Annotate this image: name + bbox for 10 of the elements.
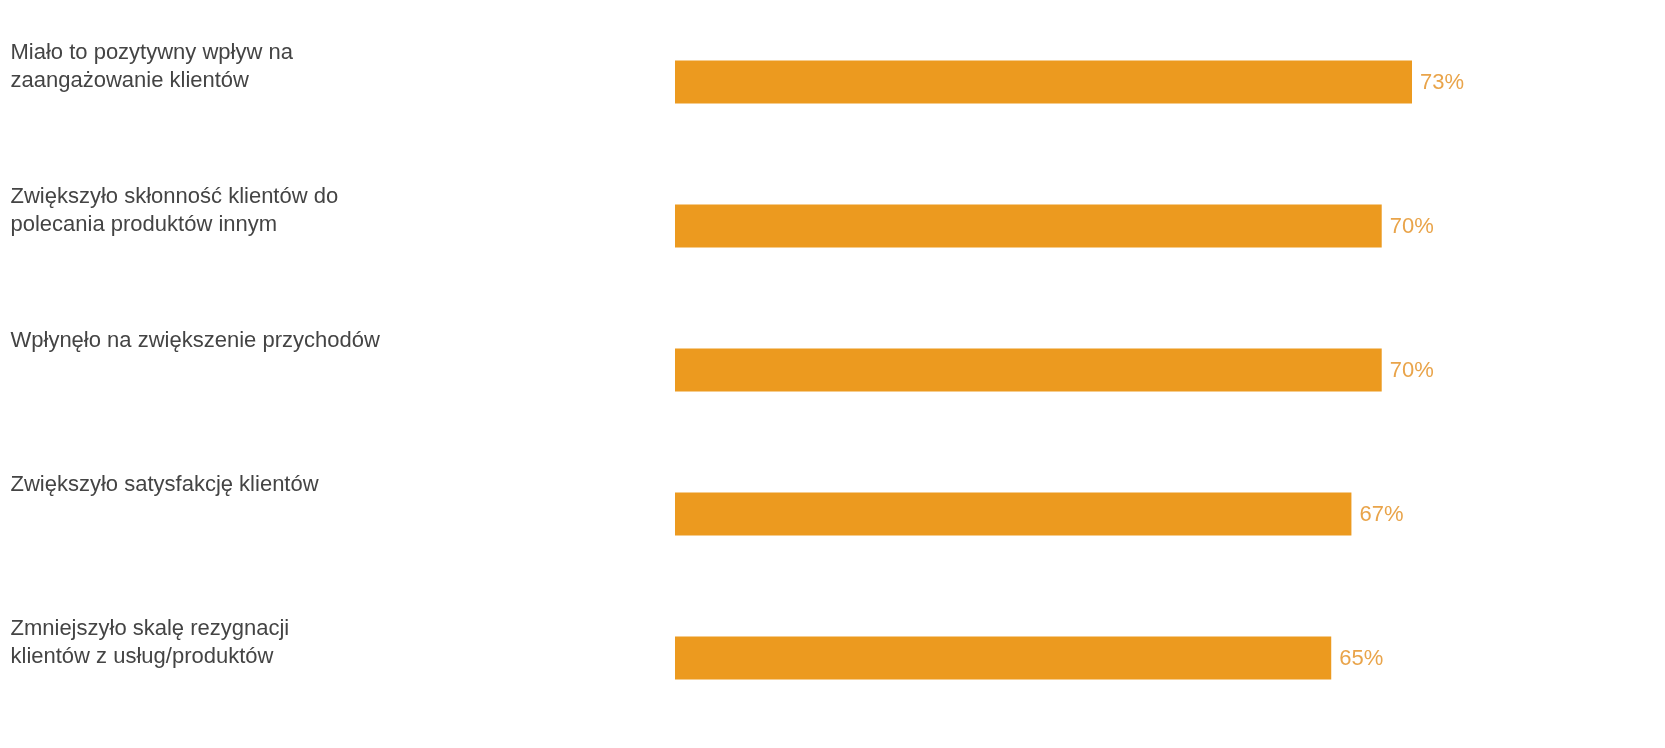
y-tick-label: Zwiększyło skłonność klientów do polecania produktów innym [10, 183, 339, 236]
data-label: 65% [1339, 645, 1384, 670]
y-tick-label: Zwiększyło satysfakcję klientów [10, 471, 319, 496]
data-label: 73% [1420, 69, 1465, 94]
y-tick-label: Miało to pozytywny wpływ na zaangażowanie klientów [10, 39, 294, 92]
data-label: 67% [1359, 501, 1404, 526]
data-label: 70% [1389, 357, 1434, 382]
y-tick-label: Zmniejszyło skalę rezygnacji klientów z usług/produktów [10, 615, 290, 668]
data-label: 70% [1389, 213, 1434, 238]
y-tick-label: Wpłynęło na zwiększenie przychodów [10, 327, 380, 352]
